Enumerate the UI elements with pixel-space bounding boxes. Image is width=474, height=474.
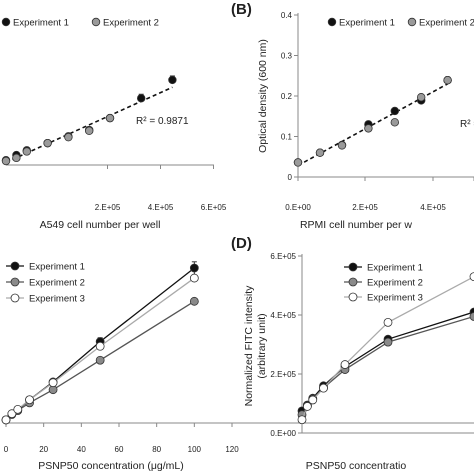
series-line-1 <box>301 311 474 412</box>
data-point-series-3 <box>383 317 393 327</box>
y-tick-label: 0.3 <box>281 52 293 61</box>
data-point-series-3 <box>340 360 350 369</box>
data-point-series-2 <box>293 158 303 167</box>
x-tick-label: 4.E+05 <box>148 203 174 212</box>
x-tick-label: 2.E+05 <box>95 203 121 212</box>
legend-label: Experiment 2 <box>367 278 423 289</box>
panel-label: (D) <box>231 235 252 252</box>
legend-marker <box>10 261 20 271</box>
legend-marker <box>91 17 101 27</box>
data-point-series-2 <box>364 124 373 133</box>
data-point-series-3 <box>302 402 312 411</box>
y-tick-label: 0.2 <box>281 92 293 101</box>
y-tick-label: 4.E+05 <box>270 311 296 320</box>
data-point-series-3 <box>469 272 474 282</box>
legend-label: Experiment 3 <box>29 294 85 305</box>
data-point-series-2 <box>95 355 105 365</box>
data-point-series-3 <box>308 395 318 405</box>
data-point-series-3 <box>297 415 307 425</box>
legend-label: Experiment 2 <box>29 278 85 289</box>
data-point-series-2 <box>64 132 73 142</box>
legend-marker <box>10 293 20 303</box>
data-point-series-2 <box>84 126 94 136</box>
data-point-series-2 <box>383 337 393 347</box>
legend-marker <box>1 17 11 27</box>
x-tick-label: 0 <box>4 445 9 454</box>
data-point-series-2 <box>315 148 325 157</box>
y-tick-label: 2.E+05 <box>270 370 296 379</box>
x-tick-label: 4.E+05 <box>420 203 446 212</box>
legend-label: Experiment 2 <box>419 18 474 29</box>
legend-marker <box>348 262 358 272</box>
x-tick-label: 6.E+05 <box>201 203 227 212</box>
trend-line <box>5 86 173 164</box>
x-axis-label: RPMI cell number per w <box>300 219 412 231</box>
r-squared-annotation: R² = <box>460 119 474 130</box>
x-tick-label: 2.E+05 <box>352 203 378 212</box>
data-point-series-3 <box>189 273 199 283</box>
data-point-series-3 <box>319 383 328 393</box>
data-point-series-2 <box>189 296 199 306</box>
x-tick-label: 60 <box>115 445 124 454</box>
data-point-series-2 <box>105 113 115 123</box>
legend-label: Experiment 1 <box>339 18 395 29</box>
y-tick-label: 0 <box>288 173 293 182</box>
legend-marker <box>327 17 337 27</box>
x-tick-label: 0.E+00 <box>285 203 311 212</box>
data-point-series-1 <box>136 94 146 103</box>
panel-label: (B) <box>231 1 252 18</box>
y-tick-label: 0.1 <box>281 133 293 142</box>
data-point-series-2 <box>1 156 11 166</box>
x-axis-label: PSNP50 concentration (μg/mL) <box>38 460 184 472</box>
data-point-series-1 <box>390 106 399 116</box>
legend-label: Experiment 2 <box>103 18 159 29</box>
x-tick-label: 40 <box>77 445 86 454</box>
x-tick-label: 120 <box>225 445 239 454</box>
y-tick-label: 0.E+00 <box>270 429 296 438</box>
y-tick-label: 6.E+05 <box>270 252 296 261</box>
r-squared-annotation: R² = 0.9871 <box>136 116 189 127</box>
data-point-series-3 <box>1 415 11 425</box>
y-tick-label: 0.4 <box>281 11 293 20</box>
legend-label: Experiment 1 <box>29 262 85 273</box>
data-point-series-2 <box>22 147 31 156</box>
legend-marker <box>348 277 358 287</box>
series-line-2 <box>301 315 474 416</box>
legend-label: Experiment 1 <box>367 263 423 274</box>
x-tick-label: 20 <box>39 445 48 454</box>
legend-marker <box>10 277 20 287</box>
x-axis-label: A549 cell number per well <box>40 219 161 231</box>
data-point-series-2 <box>417 93 426 102</box>
data-point-series-1 <box>168 75 177 85</box>
data-point-series-2 <box>390 118 399 127</box>
legend-marker <box>407 17 417 27</box>
data-point-series-2 <box>43 138 52 148</box>
data-point-series-2 <box>443 76 452 85</box>
y-axis-label: Normalized FITC intensity <box>243 285 255 407</box>
legend-label: Experiment 3 <box>367 293 423 304</box>
y-axis-label: Optical density (600 nm) <box>257 39 269 153</box>
data-point-series-2 <box>337 141 347 150</box>
data-point-series-3 <box>13 404 23 414</box>
x-tick-label: 80 <box>152 445 161 454</box>
x-tick-label: 100 <box>188 445 202 454</box>
y-axis-label-line2: (arbitrary unit) <box>256 313 268 378</box>
data-point-series-2 <box>469 312 474 321</box>
data-point-series-3 <box>7 409 17 419</box>
legend-marker <box>348 292 358 302</box>
data-point-series-3 <box>95 341 105 351</box>
legend-label: Experiment 1 <box>13 18 69 29</box>
x-axis-label: PSNP50 concentratio <box>306 460 407 472</box>
data-point-series-2 <box>12 153 21 163</box>
data-point-series-3 <box>48 378 58 388</box>
data-point-series-1 <box>189 263 199 273</box>
data-point-series-3 <box>25 395 34 405</box>
